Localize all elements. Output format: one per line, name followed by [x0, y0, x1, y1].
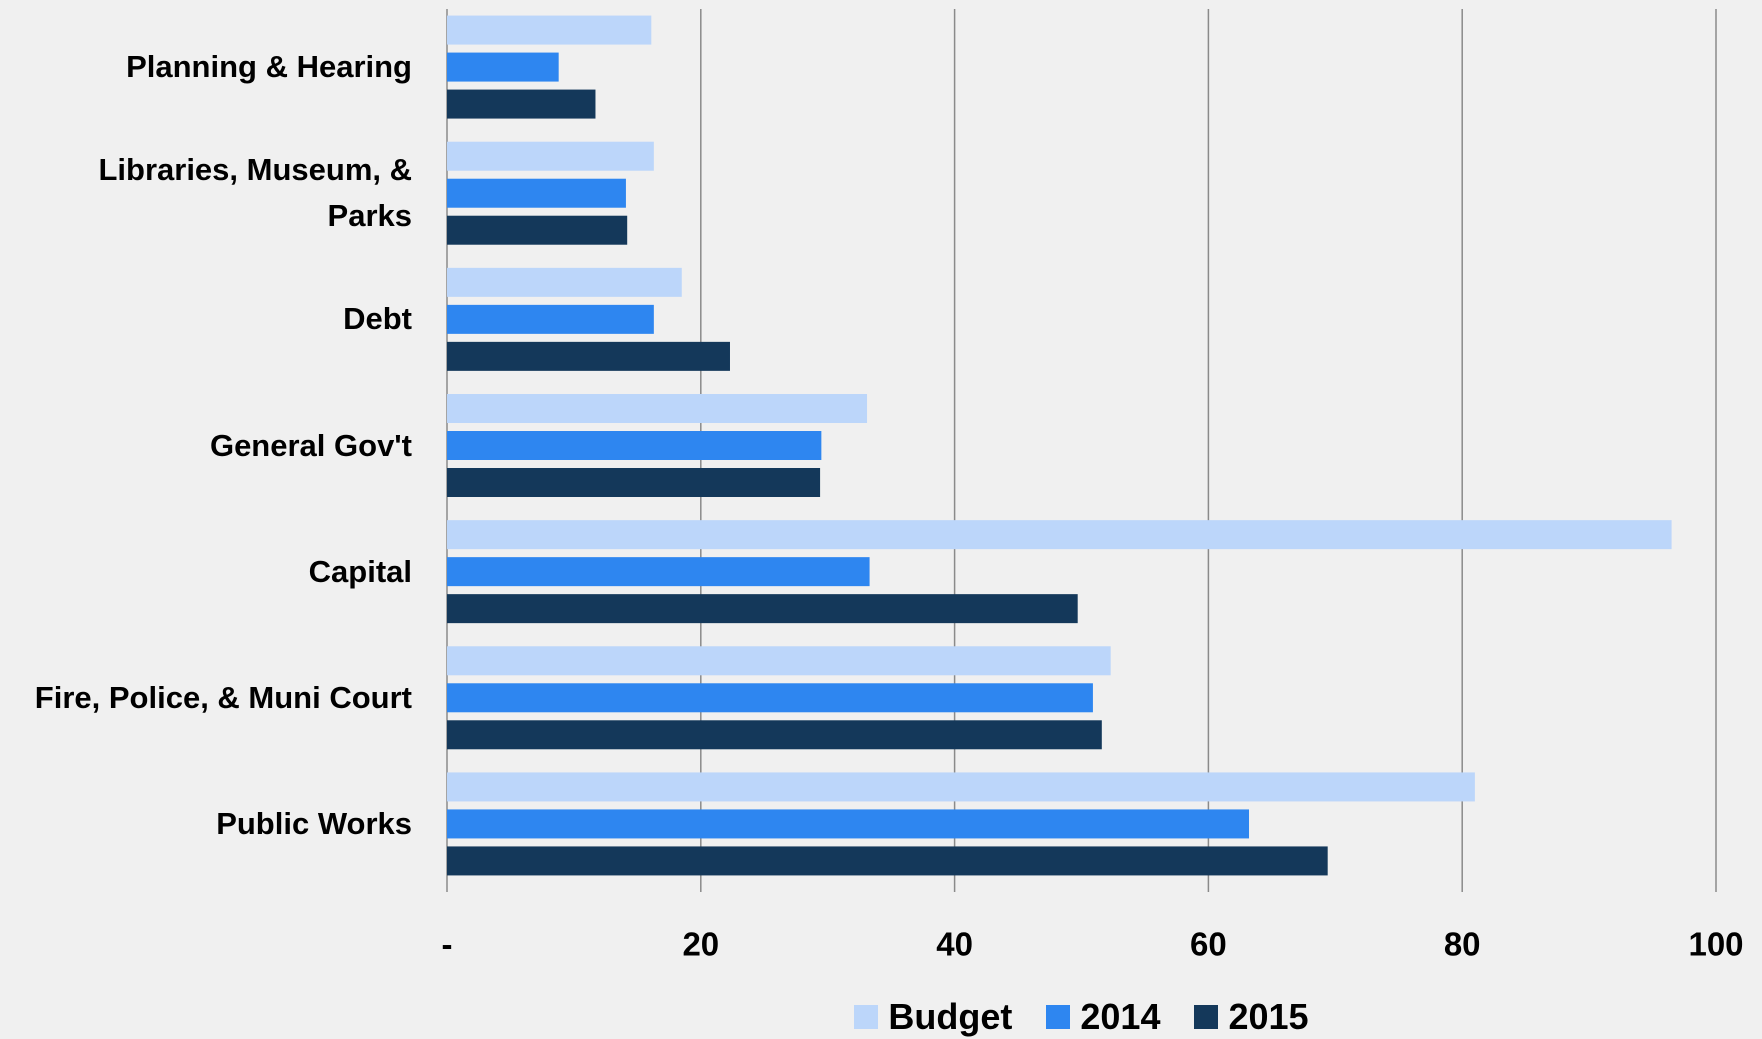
x-tick-label: 20 — [682, 926, 719, 963]
category-label: General Gov't — [209, 427, 412, 463]
bar — [447, 846, 1328, 876]
legend-swatch — [854, 1005, 879, 1029]
legend-swatch — [1046, 1005, 1071, 1029]
legend-swatch — [1194, 1005, 1219, 1029]
x-tick-label: 80 — [1444, 926, 1481, 963]
bar — [447, 557, 870, 587]
bar — [447, 431, 822, 460]
category-label: Planning & Hearing — [126, 49, 412, 85]
legend-label: Budget — [888, 996, 1013, 1037]
bar — [447, 683, 1093, 713]
bar — [447, 720, 1102, 750]
bar — [447, 52, 559, 82]
bar — [447, 468, 821, 497]
bar — [447, 15, 652, 45]
legend-item: 2014 — [1046, 996, 1160, 1038]
bar — [447, 215, 628, 245]
bar — [447, 304, 654, 334]
x-tick-label: 100 — [1688, 926, 1743, 963]
legend: Budget 2014 2015 — [447, 996, 1716, 1038]
bar — [447, 394, 868, 423]
legend-label: 2014 — [1080, 996, 1161, 1037]
legend-item: 2015 — [1194, 996, 1309, 1038]
bar — [447, 267, 682, 297]
bar — [447, 594, 1078, 624]
x-tick-label: - — [442, 926, 453, 963]
bar — [447, 178, 626, 208]
category-label: Libraries, Museum, & Parks — [98, 152, 412, 234]
bar — [447, 141, 654, 171]
bar — [447, 646, 1111, 676]
bar — [447, 772, 1475, 802]
x-tick-label: 40 — [936, 926, 973, 963]
category-label: Fire, Police, & Muni Court — [34, 679, 412, 715]
category-label: Public Works — [216, 805, 412, 841]
bar — [447, 520, 1672, 550]
legend-item: Budget — [854, 996, 1012, 1038]
bar — [447, 89, 596, 119]
category-label: Capital — [308, 553, 412, 589]
bar — [447, 809, 1250, 839]
x-tick-label: 60 — [1190, 926, 1227, 963]
legend-label: 2015 — [1228, 996, 1309, 1037]
bar — [447, 341, 730, 371]
category-label: Debt — [343, 301, 412, 337]
